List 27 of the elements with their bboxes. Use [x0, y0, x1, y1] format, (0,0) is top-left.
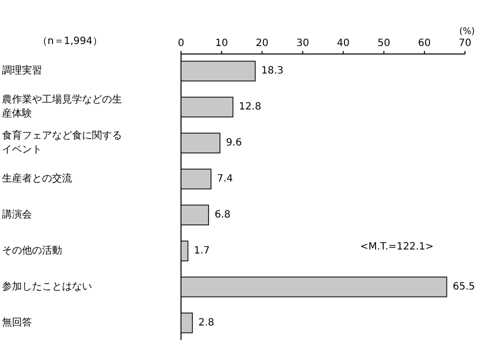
- data-label: 1.7: [194, 245, 210, 256]
- x-tick-label: 40: [336, 38, 350, 49]
- y-tick-label: その他の活動: [2, 244, 62, 256]
- y-tick-label: 無回答: [2, 316, 32, 328]
- text: （n＝1,994）: [38, 36, 102, 47]
- x-axis-title: (%): [459, 27, 475, 37]
- y-tick-label: 食育フェアなど食に関するイベント: [2, 130, 122, 156]
- y-tick-label: 生産者との交流: [2, 172, 72, 185]
- x-tick-label: 10: [215, 38, 228, 49]
- x-tick-label: 20: [256, 38, 269, 49]
- y-tick-label: 調理実習: [2, 64, 42, 77]
- data-label: 9.6: [226, 138, 242, 149]
- data-label: 6.8: [214, 209, 230, 220]
- x-tick-label: 70: [458, 38, 472, 49]
- x-tick-label: 30: [296, 38, 310, 49]
- annotation: <M.T.=122.1>: [360, 241, 434, 252]
- data-label: 65.5: [452, 281, 476, 292]
- x-tick-label: 60: [418, 38, 431, 49]
- x-tick-label: 50: [377, 38, 390, 49]
- data-label: 12.8: [238, 102, 262, 113]
- y-tick-label: 講演会: [2, 208, 32, 220]
- x-tick-label: 0: [178, 38, 184, 49]
- data-label: 2.8: [198, 317, 214, 328]
- data-label: 7.4: [217, 174, 233, 185]
- y-tick-label: 参加したことはない: [2, 280, 92, 292]
- y-tick-label: 農作業や工場見学などの生産体験: [2, 94, 122, 120]
- data-label: 18.3: [261, 66, 284, 77]
